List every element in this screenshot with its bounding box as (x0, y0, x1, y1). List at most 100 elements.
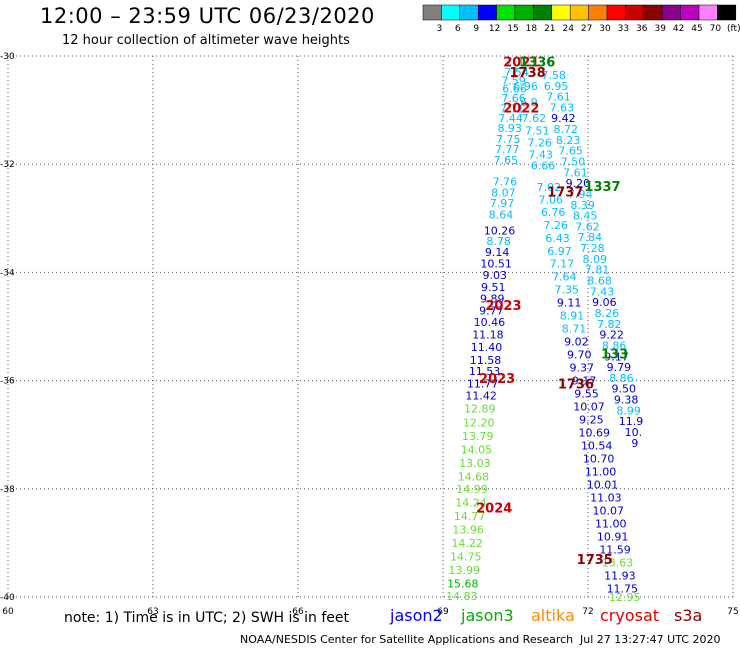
color-scale-swatch (588, 4, 608, 21)
wave-height-label: 7.94 (568, 188, 593, 201)
color-scale-label: 9 (473, 24, 479, 34)
wave-height-label: 10.70 (583, 453, 615, 466)
wave-height-points: 7.377.547.596.667.667.717.448.937.757.77… (446, 55, 643, 604)
wave-height-label: 7.02 (537, 181, 562, 194)
wave-height-label: 9.06 (592, 296, 617, 309)
wave-height-label: 7.28 (580, 242, 605, 255)
color-scale-swatch (496, 4, 516, 21)
x-tick-label: 66 (292, 607, 304, 617)
wave-height-label: 8.23 (556, 134, 581, 147)
wave-height-label: 13.03 (459, 457, 491, 470)
color-scale-swatch (717, 4, 737, 21)
wave-height-label: 6.95 (544, 80, 569, 93)
wave-height-label: 7.37 (506, 55, 531, 68)
wave-height-label: 6.96 (513, 80, 538, 93)
wave-height-label: 11.00 (585, 465, 617, 478)
color-scale-label: 18 (526, 24, 538, 34)
x-tick-label: 75 (727, 607, 738, 617)
wave-height-label: 8.45 (573, 210, 598, 223)
timestamp-text: Jul 27 13:27:47 UTC 2020 (580, 633, 721, 646)
wave-height-label: 6.9 (520, 96, 538, 109)
time-label: 1735 (577, 553, 613, 568)
time-label: 2022 (503, 101, 539, 116)
color-scale-swatch (551, 4, 571, 21)
wave-height-label: 11.42 (465, 390, 497, 403)
wave-height-label: 7.65 (558, 145, 583, 158)
wave-height-label: 7.62 (522, 112, 547, 125)
x-axis-ticks: 60 63 66 69 72 75 (2, 607, 738, 617)
wave-height-label: 6.66 (502, 82, 527, 95)
time-label: 2023 (479, 372, 515, 387)
wave-height-label: 14.75 (450, 550, 482, 563)
wave-height-label: 7.06 (539, 193, 564, 206)
wave-height-label: 8.93 (497, 122, 522, 135)
wave-height-label: 9.03 (482, 269, 507, 282)
wave-height-label: 10.46 (474, 316, 506, 329)
legend-jason3: jason3 (461, 606, 514, 625)
chart-title: 12:00 – 23:59 UTC 06/23/2020 (40, 4, 375, 28)
wave-height-label: 9.02 (564, 336, 589, 349)
legend-jason2: jason2 (390, 606, 443, 625)
legend-s3a: s3a (674, 606, 703, 625)
wave-height-label: 9.70 (567, 349, 592, 362)
y-tick-label: -36 (0, 377, 15, 387)
wave-height-label: 7.64 (552, 271, 577, 284)
color-scale-swatch (680, 4, 700, 21)
time-label: 2024 (476, 502, 512, 517)
wave-height-label: 10. (625, 426, 643, 439)
wave-height-label: 8.86 (609, 372, 634, 385)
wave-height-label: 7.35 (554, 284, 579, 297)
wave-height-label: 8.72 (554, 123, 579, 136)
wave-height-label: 10.07 (573, 401, 605, 414)
color-scale-label: 15 (507, 24, 518, 34)
wave-height-label: 14.77 (454, 510, 486, 523)
color-scale-swatch (477, 4, 497, 21)
wave-height-label: 14.99 (456, 483, 488, 496)
wave-height-label: 8.39 (570, 199, 595, 212)
chart-subtitle: 12 hour collection of altimeter wave hei… (62, 33, 350, 48)
wave-height-label: 9 (631, 437, 638, 450)
wave-height-label: 11.03 (590, 491, 622, 504)
wave-height-label: 9.14 (485, 246, 510, 259)
wave-height-label: 9.17 (572, 375, 597, 388)
wave-height-label: 7.61 (546, 91, 571, 104)
wave-height-label: 7.59 (501, 74, 526, 87)
color-scale-swatch (661, 4, 681, 21)
color-scale-label: (ft) (727, 24, 740, 34)
wave-height-label: 12.95 (609, 591, 641, 604)
wave-height-label: 9.42 (551, 112, 576, 125)
wave-height-label: 7.43 (590, 285, 615, 298)
wave-height-label: 15.68 (447, 577, 479, 590)
color-scale-label: 21 (544, 24, 555, 34)
x-tick-label: 69 (437, 607, 449, 617)
color-scale-swatch (533, 4, 553, 21)
wave-height-label: 9.55 (574, 388, 599, 401)
wave-height-label: 8.86 (602, 339, 627, 352)
wave-height-label: 10.54 (581, 440, 613, 453)
wave-height-label: 8.78 (486, 235, 511, 248)
wave-height-label: 10.26 (484, 225, 516, 238)
wave-height-label: 7.66 (501, 92, 526, 105)
wave-height-label: 8.64 (489, 209, 514, 222)
wave-height-label: 9.37 (569, 362, 594, 375)
color-scale-label: 3 (437, 24, 443, 34)
wave-height-label: 13.63 (602, 556, 634, 569)
color-scale-swatch (643, 4, 663, 21)
wave-height-label: 6.76 (541, 206, 566, 219)
wave-height-label: 14.68 (458, 470, 490, 483)
wave-height-label: 12.89 (464, 403, 496, 416)
wave-height-label: 9.51 (481, 281, 506, 294)
time-label: 133 (601, 348, 628, 363)
wave-height-label: 7.63 (550, 101, 575, 114)
wave-height-label: 7.82 (597, 318, 622, 331)
color-scale-label: 24 (562, 24, 574, 34)
wave-height-label: 9.77 (479, 304, 504, 317)
y-tick-label: -38 (0, 485, 15, 495)
wave-height-label: 7.84 (578, 231, 603, 244)
x-tick-label: 72 (582, 607, 593, 617)
y-tick-label: -40 (0, 593, 15, 603)
wave-height-label: 7.54 (504, 66, 529, 79)
y-tick-label: -34 (0, 268, 15, 278)
color-scale-swatch (514, 4, 534, 21)
